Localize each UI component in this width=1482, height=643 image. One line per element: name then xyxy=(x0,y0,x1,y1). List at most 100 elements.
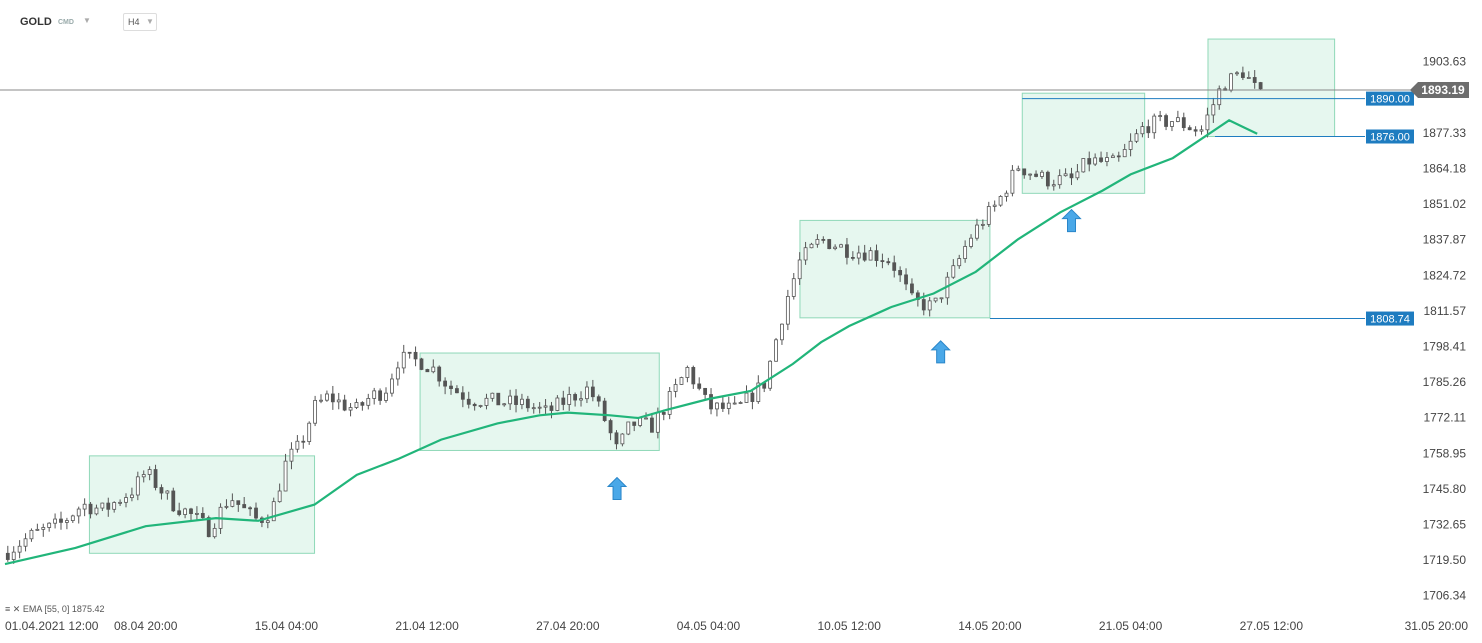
candle-body xyxy=(1128,140,1133,150)
candle-body xyxy=(478,405,483,407)
candle-body xyxy=(118,501,122,504)
candle-body xyxy=(248,507,252,510)
candle-body xyxy=(803,247,808,261)
y-tick-label: 1732.65 xyxy=(1423,517,1467,531)
candle-body xyxy=(1164,115,1168,127)
candle-body xyxy=(295,440,300,450)
candle-body xyxy=(1187,127,1192,131)
y-tick-label: 1785.26 xyxy=(1423,375,1467,389)
candle-body xyxy=(679,377,684,385)
candle-body xyxy=(1205,114,1210,131)
candle-body xyxy=(756,382,761,402)
x-tick-label: 15.04 04:00 xyxy=(255,619,319,633)
symbol-label[interactable]: GOLD xyxy=(20,16,52,28)
level-tag-label: 1808.74 xyxy=(1370,314,1410,326)
candle-body xyxy=(124,497,128,503)
candle-body xyxy=(177,510,182,515)
candle-body xyxy=(195,512,199,515)
candle-body xyxy=(892,262,897,271)
candle-body xyxy=(41,527,46,530)
candle-body xyxy=(1110,155,1115,158)
candle-body xyxy=(856,252,861,259)
y-tick-label: 1758.95 xyxy=(1423,446,1467,460)
candle-body xyxy=(76,508,81,517)
candle-body xyxy=(614,432,619,445)
y-tick-label: 1877.33 xyxy=(1423,126,1467,140)
candle-body xyxy=(413,351,418,360)
candle-body xyxy=(797,259,802,280)
candle-body xyxy=(1193,129,1198,132)
candle-body xyxy=(827,239,832,250)
candle-body xyxy=(738,402,743,404)
candle-body xyxy=(1075,171,1080,179)
candle-body xyxy=(880,260,885,263)
candle-body xyxy=(342,399,347,411)
candle-body xyxy=(419,358,424,370)
candle-body xyxy=(484,397,489,406)
candle-body xyxy=(1235,72,1239,75)
timeframe-select[interactable]: H4 ▼ xyxy=(123,13,157,31)
candle-body xyxy=(579,398,583,401)
candle-body xyxy=(88,503,93,515)
candle-body xyxy=(47,522,52,528)
candle-body xyxy=(1010,169,1015,194)
indicator-remove-icon[interactable]: ✕ xyxy=(12,604,21,614)
symbol-dropdown-icon[interactable]: ▼ xyxy=(83,16,91,25)
indicator-menu-icon[interactable]: ≡ xyxy=(5,604,11,614)
candle-body xyxy=(567,394,572,405)
candle-body xyxy=(632,421,637,426)
candle-body xyxy=(620,433,625,445)
candle-body xyxy=(549,405,554,411)
candle-body xyxy=(904,274,908,285)
y-tick-label: 1824.72 xyxy=(1423,268,1467,282)
candle-body xyxy=(35,528,40,531)
candle-body xyxy=(171,490,176,512)
candle-body xyxy=(325,393,329,401)
candle-body xyxy=(590,386,595,398)
candle-body xyxy=(1252,77,1257,83)
candle-body xyxy=(301,440,306,443)
candle-body xyxy=(11,551,16,560)
candle-body xyxy=(833,246,838,250)
candle-body xyxy=(206,517,211,538)
candle-body xyxy=(490,392,495,399)
candle-body xyxy=(673,384,678,392)
candle-body xyxy=(1116,155,1121,158)
indicator-name: EMA xyxy=(22,604,42,614)
consolidation-zone xyxy=(88,455,316,554)
candle-body xyxy=(159,487,164,494)
y-tick-label: 1811.57 xyxy=(1424,304,1467,318)
up-arrow-icon xyxy=(1061,208,1082,233)
timeframe-label: H4 xyxy=(128,17,140,27)
candle-body xyxy=(537,406,542,409)
candle-body xyxy=(1181,117,1186,129)
candle-body xyxy=(466,398,471,405)
candle-body xyxy=(1045,171,1050,187)
chart-toolbar: GOLD CMD ▼ H4 ▼ xyxy=(0,0,600,40)
candle-body xyxy=(514,395,518,405)
candle-body xyxy=(1063,173,1068,177)
candle-body xyxy=(472,403,477,407)
candle-body xyxy=(147,469,152,475)
candle-body xyxy=(372,390,377,399)
candle-body xyxy=(1081,158,1086,173)
candle-body xyxy=(348,407,353,411)
candle-body xyxy=(685,367,690,378)
y-tick-label: 1745.80 xyxy=(1423,482,1467,496)
candle-body xyxy=(821,239,826,241)
candle-body xyxy=(1034,173,1038,177)
candle-body xyxy=(17,545,22,553)
candle-body xyxy=(366,398,371,406)
candle-body xyxy=(183,508,187,515)
indicator-legend[interactable]: ≡ ✕ EMA [55, 0] 1875.42 xyxy=(5,604,104,615)
candle-body xyxy=(106,502,111,510)
candle-body xyxy=(561,397,566,405)
candle-body xyxy=(1028,173,1033,176)
candle-body xyxy=(596,396,601,402)
candle-body xyxy=(608,420,613,434)
x-tick-label: 10.05 12:00 xyxy=(817,619,881,633)
candle-body xyxy=(1170,121,1174,127)
candle-body xyxy=(425,369,430,373)
candle-body xyxy=(1140,126,1145,135)
